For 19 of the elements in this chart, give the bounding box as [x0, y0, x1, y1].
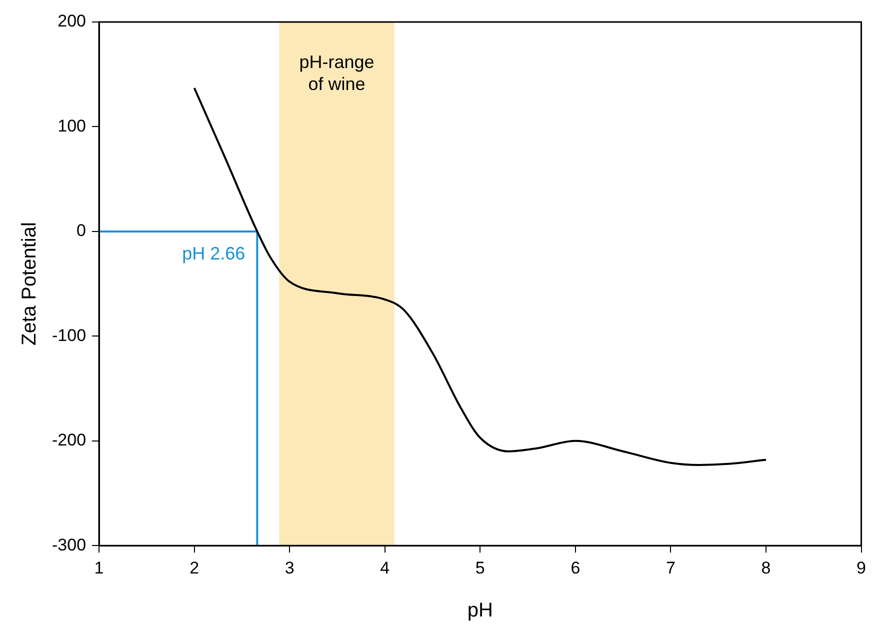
y-axis-title: Zeta Potential — [18, 222, 41, 346]
band-label: pH-range of wine — [299, 52, 374, 94]
y-tick-label: 200 — [58, 12, 86, 31]
x-tick-label: 4 — [380, 558, 390, 578]
x-tick-label: 7 — [666, 558, 676, 578]
y-tick-label: 0 — [76, 221, 86, 240]
y-tick-label: -200 — [52, 430, 86, 450]
x-axis-title: pH — [467, 600, 493, 622]
y-tick-label: -300 — [52, 535, 86, 554]
x-tick-label: 1 — [94, 558, 104, 578]
x-tick-label: 8 — [761, 558, 771, 578]
x-tick-label: 5 — [475, 558, 485, 578]
x-tick-label: 9 — [856, 558, 866, 578]
annotation: pH 2.66 — [182, 243, 246, 264]
x-tick-label: 2 — [190, 558, 200, 578]
y-tick-label: 100 — [58, 116, 86, 136]
x-tick-label: 6 — [570, 558, 580, 578]
x-tick-label: 3 — [284, 558, 294, 578]
y-tick-label: -100 — [52, 326, 86, 345]
